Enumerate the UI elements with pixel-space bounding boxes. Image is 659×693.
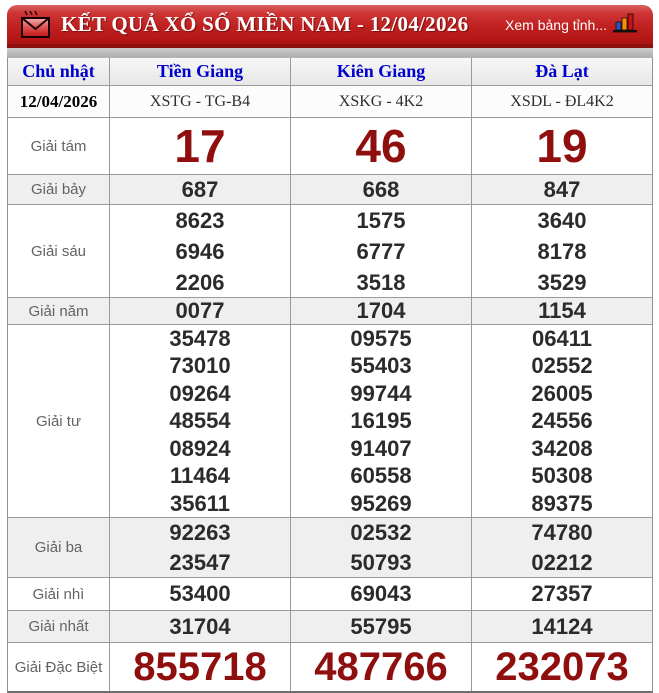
page-title: KẾT QUẢ XỔ SỐ MIỀN NAM - 12/04/2026 [61, 12, 469, 36]
prize-numbers: 0077 [110, 298, 291, 324]
day-header[interactable]: Chủ nhật [8, 58, 110, 85]
prize-numbers: 687 [110, 175, 291, 204]
draw-code-row: 12/04/2026 XSTG - TG-B4 XSKG - 4K2 XSDL … [8, 86, 652, 118]
prize-numbers: 02532 50793 [291, 518, 472, 577]
prize-numbers: 3640 8178 3529 [537, 207, 587, 295]
prize-numbers: 74780 02212 [531, 519, 593, 575]
prize-label: Giải nhất [8, 611, 110, 642]
prize-row-giai-bay: Giải bảy 687 668 847 [8, 175, 652, 205]
prize-row-giai-dac-biet: Giải Đặc Biệt 855718 487766 232073 [8, 643, 652, 691]
province-header-kien-giang[interactable]: Kiên Giang [291, 58, 472, 85]
prize-numbers: 855718 [110, 643, 291, 691]
prize-numbers: 53400 [110, 578, 291, 610]
prize-numbers: 14124 [531, 613, 593, 639]
prize-row-giai-sau: Giải sáu 8623 6946 2206 1575 6777 3518 3… [8, 205, 652, 298]
titlebar-shadow-strip [7, 48, 653, 57]
prize-numbers: 55795 [291, 611, 472, 642]
prize-numbers: 06411 02552 26005 24556 34208 50308 8937… [531, 325, 593, 516]
prize-numbers: 31704 [110, 611, 291, 642]
prize-label: Giải năm [8, 298, 110, 324]
results-table: Chủ nhật Tiền Giang Kiên Giang Đà Lạt 12… [7, 57, 653, 693]
province-header-da-lat[interactable]: Đà Lạt [535, 61, 589, 81]
prize-row-giai-tu: Giải tư 35478 73010 09264 48554 08924 11… [8, 325, 652, 518]
prize-numbers: 46 [291, 118, 472, 174]
prize-label: Giải nhì [8, 578, 110, 610]
prize-row-giai-nhat: Giải nhất 31704 55795 14124 [8, 611, 652, 643]
prize-row-giai-nam: Giải năm 0077 1704 1154 [8, 298, 652, 325]
envelope-icon [19, 9, 53, 41]
draw-code: XSDL - ĐL4K2 [510, 92, 614, 110]
prize-label: Giải tám [8, 118, 110, 174]
prize-row-giai-nhi: Giải nhì 53400 69043 27357 [8, 578, 652, 611]
prize-numbers: 09575 55403 99744 16195 91407 60558 9526… [291, 325, 472, 517]
view-provinces-link[interactable]: Xem bảng tỉnh... [505, 5, 639, 44]
prize-label: Giải tư [8, 325, 110, 517]
province-header-tien-giang[interactable]: Tiền Giang [110, 58, 291, 85]
prize-numbers: 17 [110, 118, 291, 174]
prize-numbers: 1575 6777 3518 [291, 205, 472, 297]
draw-code: XSKG - 4K2 [291, 86, 472, 117]
draw-date: 12/04/2026 [8, 86, 110, 117]
prize-row-giai-tam: Giải tám 17 46 19 [8, 118, 652, 175]
prize-numbers: 232073 [495, 645, 629, 689]
prize-numbers: 69043 [291, 578, 472, 610]
prize-numbers: 847 [543, 176, 581, 202]
prize-numbers: 92263 23547 [110, 518, 291, 577]
bar-chart-icon[interactable] [613, 13, 639, 36]
lottery-widget: KẾT QUẢ XỔ SỐ MIỀN NAM - 12/04/2026 Xem … [7, 5, 653, 693]
title-bar: KẾT QUẢ XỔ SỐ MIỀN NAM - 12/04/2026 Xem … [7, 5, 653, 48]
prize-label: Giải sáu [8, 205, 110, 297]
view-provinces-label[interactable]: Xem bảng tỉnh... [505, 16, 607, 33]
prize-numbers: 1154 [538, 298, 586, 323]
prize-label: Giải bảy [8, 175, 110, 204]
draw-code: XSTG - TG-B4 [110, 86, 291, 117]
prize-numbers: 27357 [531, 581, 593, 606]
column-header-row: Chủ nhật Tiền Giang Kiên Giang Đà Lạt [8, 58, 652, 86]
prize-label: Giải Đặc Biệt [8, 643, 110, 691]
prize-numbers: 487766 [291, 643, 472, 691]
prize-numbers: 8623 6946 2206 [110, 205, 291, 297]
prize-row-giai-ba: Giải ba 92263 23547 02532 50793 74780 02… [8, 518, 652, 578]
prize-numbers: 1704 [291, 298, 472, 324]
prize-numbers: 668 [291, 175, 472, 204]
prize-numbers: 35478 73010 09264 48554 08924 11464 3561… [110, 325, 291, 517]
prize-numbers: 19 [536, 120, 588, 172]
prize-label: Giải ba [8, 518, 110, 577]
